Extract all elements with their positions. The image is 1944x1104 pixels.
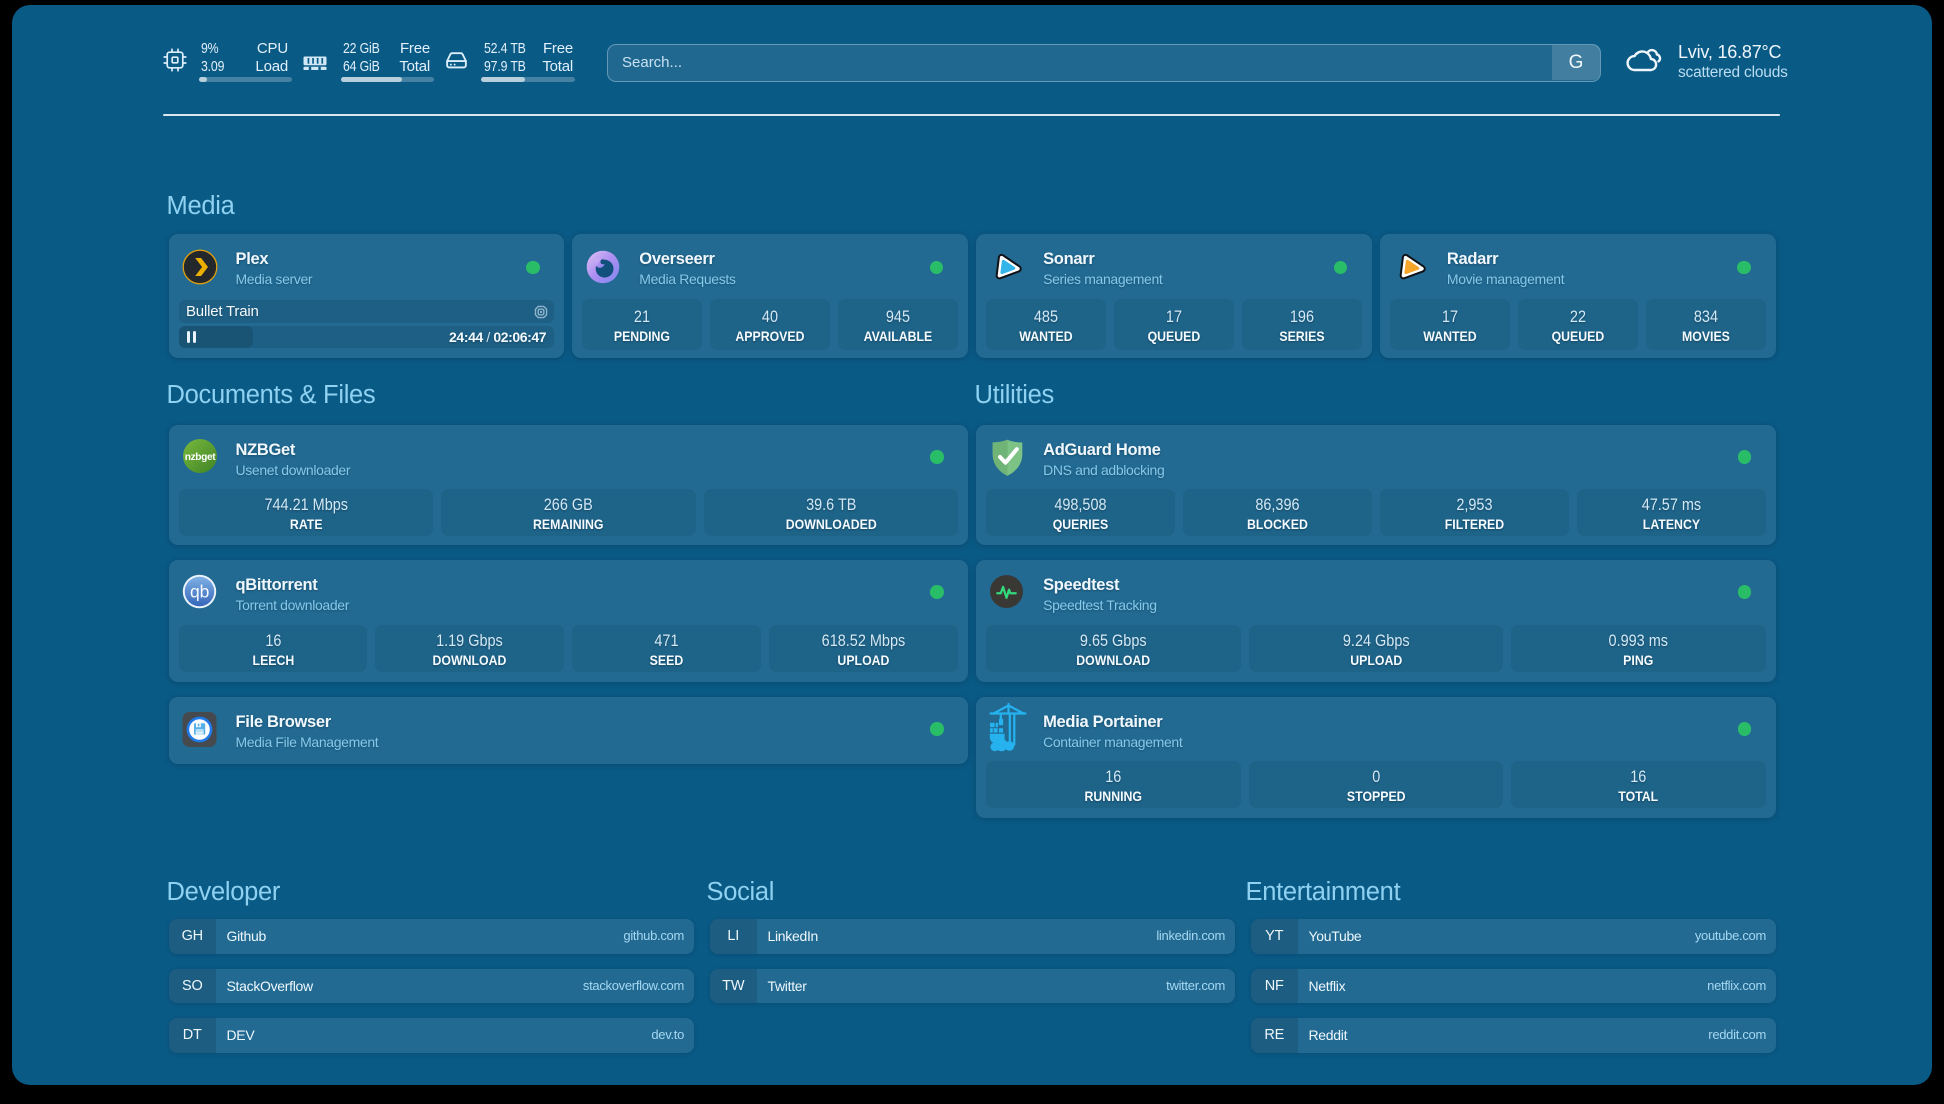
svg-text:nzbget: nzbget [184,452,215,463]
svg-text:qb: qb [189,582,208,602]
